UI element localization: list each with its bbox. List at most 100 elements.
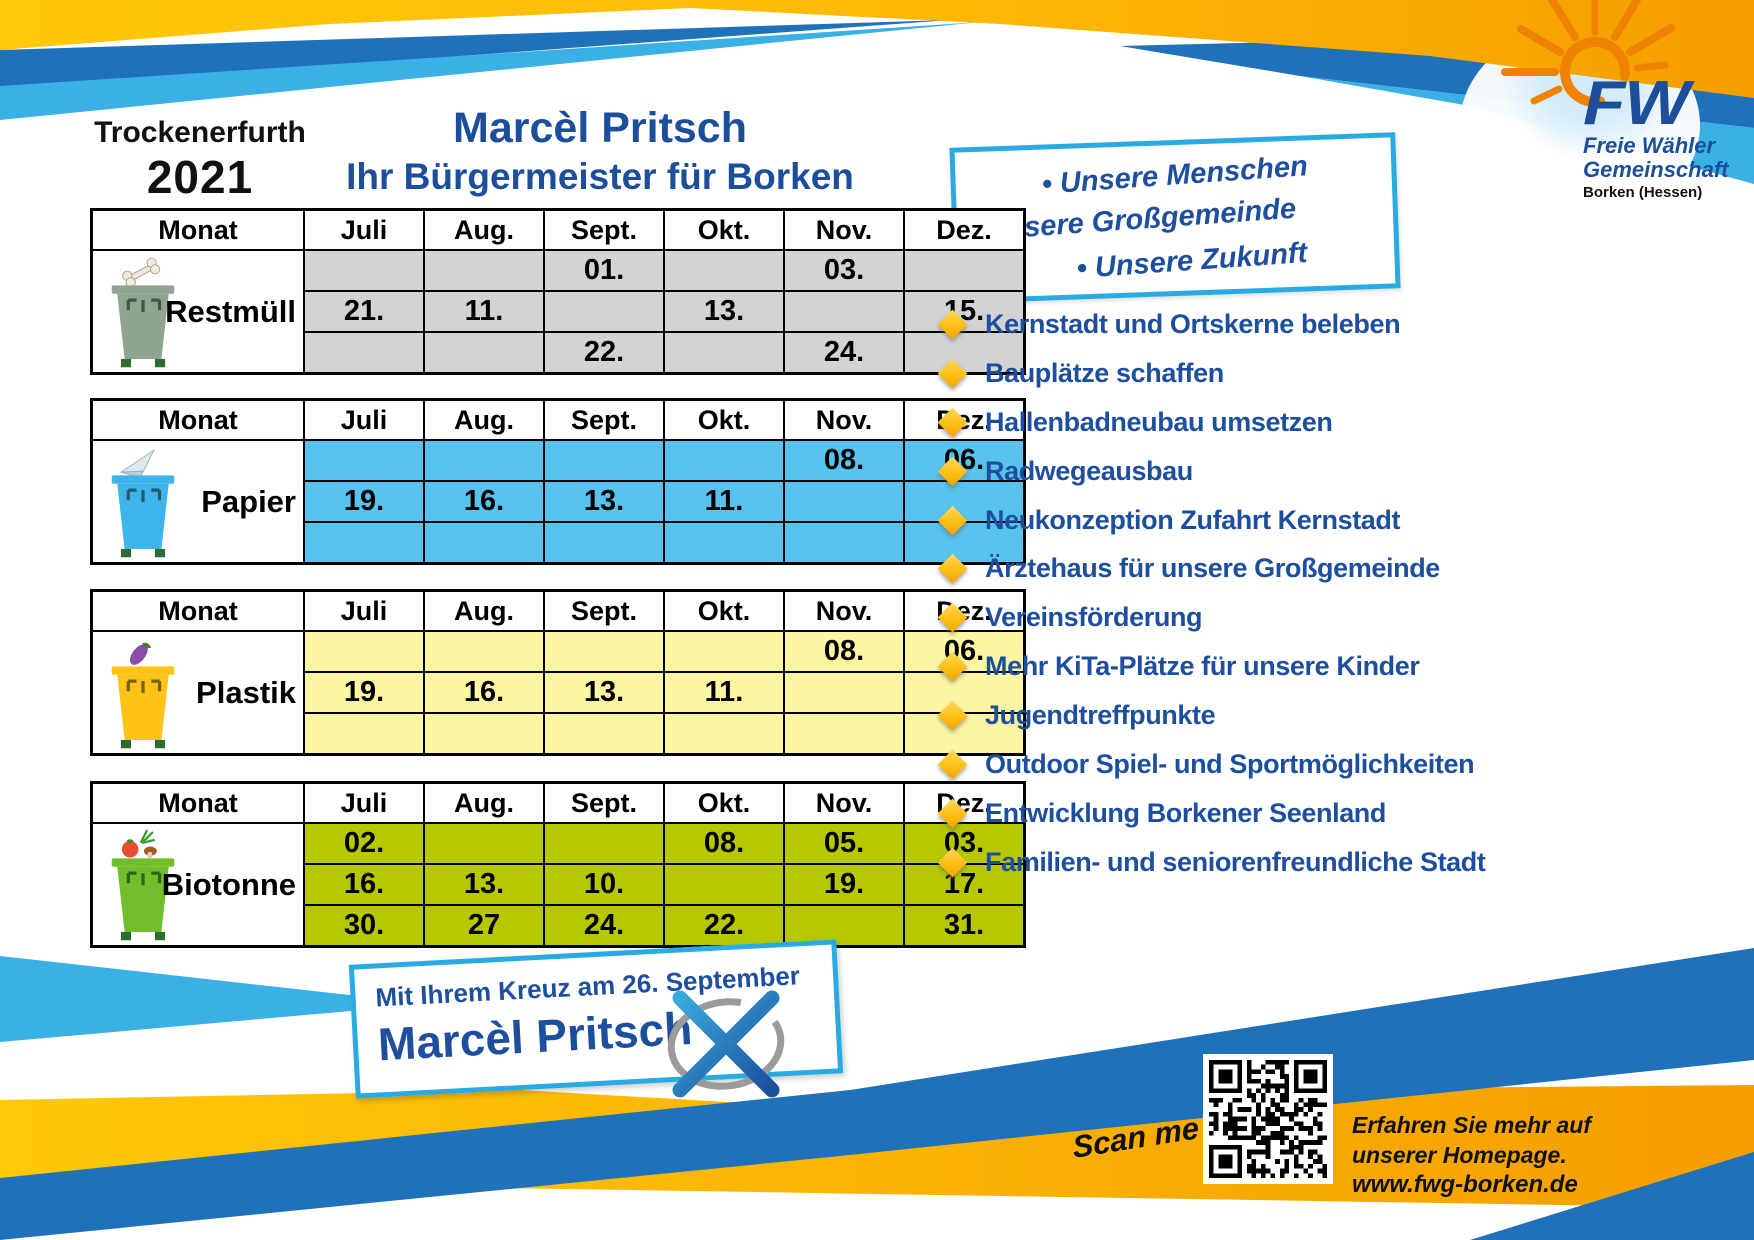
bone-icon: [122, 257, 161, 288]
column-header-month: Okt.: [663, 208, 785, 251]
calendar-date-cell: [423, 521, 545, 565]
calendar-date-cell: [903, 712, 1026, 756]
calendar-date-cell: 05.: [783, 822, 905, 865]
agenda-item-label: Radwegeausbau: [985, 455, 1193, 486]
homepage-line2: unserer Homepage.: [1352, 1142, 1567, 1168]
calendar-date-cell: 13.: [423, 863, 545, 906]
category-cell: Papier: [90, 439, 305, 565]
agenda-item-label: Entwicklung Borkener Seenland: [985, 797, 1386, 828]
fw-org-line2: Gemeinschaft: [1583, 157, 1729, 182]
calendar-date-cell: 22.: [663, 904, 785, 948]
calendar-date-cell: 22.: [543, 331, 665, 375]
fw-logo-abbr: FW: [1583, 69, 1690, 138]
column-header-month: Okt.: [663, 781, 785, 824]
vegetables-icon: [121, 829, 157, 859]
column-header-monat: Monat: [90, 208, 305, 251]
agenda-item: Familien- und seniorenfreundliche Stadt: [936, 838, 1516, 887]
sun-icon: [1501, 0, 1675, 107]
column-header-monat: Monat: [90, 781, 305, 824]
calendar-date-cell: 10.: [543, 863, 665, 906]
agenda-list: Kernstadt und Ortskerne beleben Bauplätze…: [936, 300, 1516, 887]
calendar-date-cell: 16.: [423, 480, 545, 523]
agenda-item: Kernstadt und Ortskerne beleben: [936, 300, 1516, 349]
agenda-item-label: Jugendtreffpunkte: [985, 700, 1216, 731]
category-label: Plastik: [196, 674, 296, 710]
column-header-month: Nov.: [783, 781, 905, 824]
column-header-month: Sept.: [543, 398, 665, 441]
agenda-item: Jugendtreffpunkte: [936, 691, 1516, 740]
agenda-item: Vereinsförderung: [936, 593, 1516, 642]
column-header-month: Juli: [303, 781, 425, 824]
category-cell: Restmüll: [90, 249, 305, 375]
calendar-date-cell: [303, 249, 425, 292]
calendar-date-cell: 08.: [783, 439, 905, 482]
calendar-date-cell: [663, 439, 785, 482]
calendar-table-papier: MonatJuliAug.Sept.Okt.Nov.Dez.Papier08.0…: [90, 398, 1026, 565]
calendar-date-cell: [303, 712, 425, 756]
agenda-item-label: Mehr KiTa-Plätze für unsere Kinder: [985, 651, 1420, 682]
location-title: Trockenerfurth: [94, 116, 306, 149]
calendar-date-cell: 17.: [903, 863, 1026, 906]
calendar-date-cell: 24.: [543, 904, 665, 948]
column-header-month: Juli: [303, 208, 425, 251]
calendar-date-cell: 13.: [543, 480, 665, 523]
calendar-date-cell: [423, 439, 545, 482]
calendar-date-cell: 13.: [543, 671, 665, 714]
calendar-table-plastik: Monat Juli Aug. Sept. Okt. Nov. Dez. Plastik 08.…: [90, 589, 1026, 756]
agenda-item-label: Neukonzeption Zufahrt Kernstadt: [985, 504, 1401, 535]
column-header-month: Dez.: [903, 781, 1026, 824]
agenda-item-label: Familien- und seniorenfreundliche Stadt: [985, 846, 1486, 877]
agenda-item: Hallenbadneubau umsetzen: [936, 398, 1516, 447]
calendar-date-cell: 11.: [423, 290, 545, 333]
restmuell-bin-icon: [111, 257, 175, 368]
calendar-date-cell: [543, 712, 665, 756]
calendar-date-cell: [663, 712, 785, 756]
calendar-table-restmüll: Monat Juli Aug. Sept. Okt. Nov. Dez. Restmüll 01…: [90, 208, 1026, 375]
homepage-url: www.fwg-borken.de: [1352, 1171, 1578, 1198]
calendar-date-cell: [543, 290, 665, 333]
calendar-date-cell: 11.: [663, 671, 785, 714]
calendar-date-cell: 27: [423, 904, 545, 948]
column-header-month: Nov.: [783, 589, 905, 632]
diamond-bullet-icon: [937, 798, 968, 829]
diamond-bullet-icon: [937, 456, 968, 486]
calendar-date-cell: 16.: [303, 863, 425, 906]
fw-org-line3: Borken (Hessen): [1583, 184, 1703, 201]
calendar-date-cell: 16.: [423, 671, 545, 714]
calendar-date-cell: 03.: [783, 249, 905, 292]
diamond-bullet-icon: [937, 407, 968, 438]
agenda-item: Radwegeausbau: [936, 447, 1516, 496]
category-label: Biotonne: [161, 866, 296, 902]
calendar-date-cell: [303, 521, 425, 565]
calendar-date-cell: [423, 712, 545, 756]
diamond-bullet-icon: [937, 847, 968, 878]
category-cell: Biotonne: [90, 822, 305, 948]
year-label: 2021: [146, 151, 254, 203]
diamond-bullet-icon: [937, 358, 968, 389]
calendar-date-cell: 19.: [783, 863, 905, 906]
diamond-bullet-icon: [937, 309, 968, 340]
homepage-line1: Erfahren Sie mehr auf: [1352, 1112, 1592, 1138]
calendar-date-cell: [903, 249, 1026, 292]
eggplant-icon: [129, 642, 152, 665]
biotonne-bin-icon: [111, 829, 175, 941]
column-header-month: Juli: [303, 589, 425, 632]
calendar-date-cell: 11.: [663, 480, 785, 523]
calendar-date-cell: 19.: [303, 480, 425, 523]
calendar-date-cell: 02.: [303, 822, 425, 865]
calendar-date-cell: 08.: [783, 630, 905, 673]
fw-org-line1: Freie Wähler: [1583, 133, 1716, 158]
calendar-date-cell: [303, 331, 425, 375]
calendar-date-cell: [783, 671, 905, 714]
agenda-item: Neukonzeption Zufahrt Kernstadt: [936, 496, 1516, 545]
agenda-item: Bauplätze schaffen: [936, 349, 1516, 398]
calendar-date-cell: [783, 480, 905, 523]
column-header-month: Juli: [303, 398, 425, 441]
column-header-month: Aug.: [423, 398, 545, 441]
calendar-date-cell: [423, 331, 545, 375]
calendar-date-cell: [663, 630, 785, 673]
page-subtitle: Ihr Bürgermeister für Borken: [346, 156, 854, 197]
category-label: Papier: [201, 483, 296, 519]
calendar-date-cell: [663, 863, 785, 906]
page-title: Marcèl Pritsch: [453, 104, 747, 152]
